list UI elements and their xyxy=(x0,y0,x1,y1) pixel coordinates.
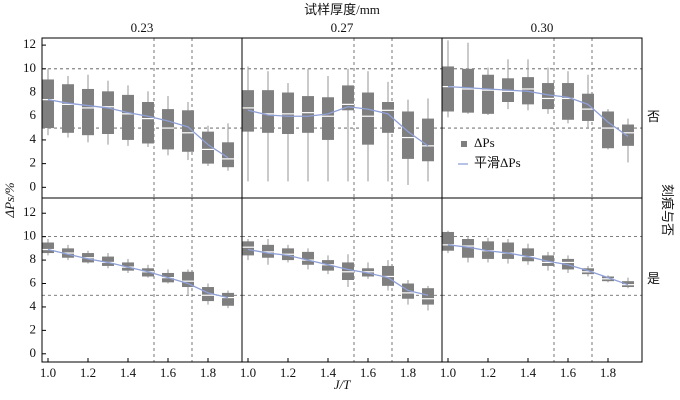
box xyxy=(102,256,114,266)
legend-label: ΔPs xyxy=(474,135,495,150)
row-label: 否 xyxy=(647,109,660,124)
y-tick-label: 8 xyxy=(30,251,37,266)
y-tick-label: 0 xyxy=(30,345,37,360)
y-tick-label: 12 xyxy=(23,204,36,219)
y-tick-label: 4 xyxy=(30,131,37,146)
x-tick-label: 1.8 xyxy=(600,365,616,380)
y-tick-label: 2 xyxy=(30,155,37,170)
box xyxy=(42,79,54,129)
box xyxy=(322,97,334,140)
x-tick-label: 1.2 xyxy=(80,365,96,380)
panel-frame xyxy=(41,197,243,363)
smooth-line xyxy=(247,106,429,147)
box xyxy=(442,66,454,112)
box xyxy=(42,242,54,254)
y-tick-label: 8 xyxy=(30,84,37,99)
column-title: 0.30 xyxy=(531,20,554,35)
box xyxy=(182,110,194,152)
figure-title: 试样厚度/mm xyxy=(304,2,380,17)
box xyxy=(262,90,274,133)
smooth-line xyxy=(447,85,629,137)
box xyxy=(482,74,494,114)
y-tick-label: 6 xyxy=(30,274,37,289)
box xyxy=(82,88,94,136)
smooth-line xyxy=(47,98,229,159)
x-tick-label: 1.8 xyxy=(200,365,216,380)
box xyxy=(222,292,234,306)
box xyxy=(582,93,594,121)
x-tick-label: 1.2 xyxy=(480,365,496,380)
box xyxy=(122,94,134,140)
box xyxy=(442,231,454,251)
y-tick-label: 4 xyxy=(30,298,37,313)
y-axis-label: ΔPs/% xyxy=(2,182,17,218)
box xyxy=(522,248,534,262)
box xyxy=(162,109,174,150)
x-tick-label: 1.6 xyxy=(360,365,377,380)
box xyxy=(302,251,314,265)
x-tick-label: 1.4 xyxy=(520,365,537,380)
panel-frame xyxy=(441,197,643,363)
x-tick-label: 1.2 xyxy=(280,365,296,380)
box xyxy=(202,131,214,164)
smooth-line xyxy=(247,248,429,296)
x-tick-label: 1.4 xyxy=(120,365,137,380)
y-tick-label: 2 xyxy=(30,321,37,336)
box xyxy=(462,239,474,258)
y-tick-label: 10 xyxy=(23,60,36,75)
box xyxy=(302,96,314,133)
x-tick-label: 1.8 xyxy=(400,365,416,380)
x-tick-label: 1.0 xyxy=(440,365,456,380)
box xyxy=(562,83,574,120)
box xyxy=(602,111,614,149)
x-tick-label: 1.4 xyxy=(320,365,337,380)
box xyxy=(402,111,414,159)
smooth-line xyxy=(447,244,629,286)
y-tick-label: 12 xyxy=(23,36,36,51)
column-title: 0.23 xyxy=(131,20,154,35)
box xyxy=(242,241,254,256)
box xyxy=(362,92,374,145)
smooth-line xyxy=(47,248,229,299)
x-tick-label: 1.0 xyxy=(240,365,256,380)
box xyxy=(422,288,434,305)
column-title: 0.27 xyxy=(331,20,354,35)
box xyxy=(142,102,154,144)
y-tick-label: 6 xyxy=(30,107,37,122)
box xyxy=(462,68,474,113)
legend-swatch xyxy=(461,141,467,147)
row-label: 是 xyxy=(647,271,660,286)
x-tick-label: 1.6 xyxy=(560,365,577,380)
box xyxy=(422,118,434,162)
box xyxy=(182,271,194,288)
box xyxy=(62,84,74,133)
x-tick-label: 1.0 xyxy=(40,365,56,380)
box xyxy=(542,83,554,110)
legend-label: 平滑ΔPs xyxy=(474,155,521,170)
box xyxy=(622,124,634,146)
row-title: 刻痕与否 xyxy=(660,184,675,236)
x-tick-label: 1.6 xyxy=(160,365,177,380)
x-axis-label: J/T xyxy=(334,377,351,392)
box xyxy=(202,287,214,302)
box xyxy=(102,91,114,134)
box xyxy=(502,242,514,259)
y-tick-label: 0 xyxy=(30,178,37,193)
box xyxy=(222,142,234,168)
y-tick-label: 10 xyxy=(23,228,36,243)
